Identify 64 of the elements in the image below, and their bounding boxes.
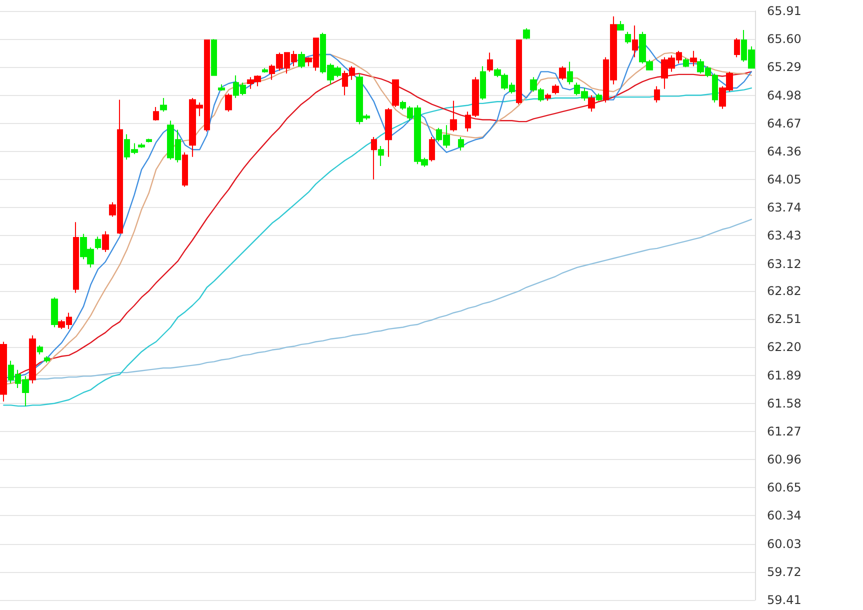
y-tick-label: 63.12 — [767, 256, 802, 271]
candlestick — [450, 100, 457, 132]
y-tick-label: 64.67 — [767, 116, 802, 130]
candlestick — [632, 25, 638, 58]
candlestick — [225, 92, 232, 112]
candlestick — [153, 106, 159, 122]
y-tick-label: 64.36 — [767, 144, 802, 158]
y-tick-label: 63.74 — [767, 200, 802, 215]
y-tick-label: 64.05 — [767, 172, 802, 187]
candlestick — [298, 51, 305, 69]
candlestick — [0, 341, 7, 402]
candlestick — [51, 296, 58, 328]
candlestick — [182, 152, 188, 188]
candlestick — [392, 79, 399, 108]
candlestick — [683, 58, 689, 68]
candlestick — [146, 138, 152, 143]
candlestick — [73, 222, 79, 294]
y-tick-label: 59.72 — [767, 564, 802, 579]
candlestick — [429, 136, 435, 162]
candlestick — [160, 97, 167, 112]
candlestick — [487, 52, 493, 72]
y-tick-label: 63.43 — [767, 228, 802, 243]
candlestick — [262, 68, 268, 74]
candlestick — [95, 236, 101, 250]
candlestick — [29, 334, 36, 384]
candlestick — [617, 20, 624, 31]
candlestick — [378, 146, 384, 166]
y-tick-label: 60.96 — [767, 452, 802, 467]
candlestick — [734, 38, 740, 58]
candlestick — [559, 66, 566, 80]
candlestick — [516, 39, 522, 105]
candlestick — [138, 142, 145, 148]
y-tick-label: 62.82 — [767, 284, 802, 298]
candlestick — [545, 92, 551, 102]
y-tick-label: 62.20 — [767, 340, 802, 354]
candlestick — [102, 230, 109, 253]
candlestick — [523, 28, 530, 40]
candlestick — [654, 86, 660, 104]
candlestick — [218, 84, 225, 92]
candlestick — [588, 94, 595, 112]
candlestick — [567, 61, 573, 85]
candlestick — [480, 66, 486, 100]
candlestick — [625, 31, 631, 44]
y-tick-label: 65.60 — [767, 32, 802, 46]
candlestick — [552, 84, 559, 95]
y-tick-label: 64.98 — [767, 88, 802, 102]
y-tick-label: 60.03 — [767, 536, 802, 551]
y-tick-label: 60.65 — [767, 480, 802, 495]
y-tick-label: 61.58 — [767, 396, 802, 410]
y-tick-label: 61.89 — [767, 368, 802, 382]
candlestick — [37, 344, 43, 355]
y-tick-label: 62.51 — [767, 312, 802, 326]
candlestick — [596, 92, 602, 102]
y-tick-label: 59.41 — [767, 593, 802, 607]
y-tick-label: 65.29 — [767, 60, 802, 74]
candlestick — [385, 107, 392, 158]
candlestick — [458, 136, 464, 152]
candlestick — [371, 136, 377, 180]
candlestick — [690, 50, 697, 67]
candlestick — [44, 356, 50, 364]
candlestick — [211, 38, 217, 76]
y-tick-label: 61.27 — [767, 424, 802, 438]
y-tick-label: 65.91 — [767, 4, 802, 18]
y-tick-label: 60.34 — [767, 508, 802, 523]
